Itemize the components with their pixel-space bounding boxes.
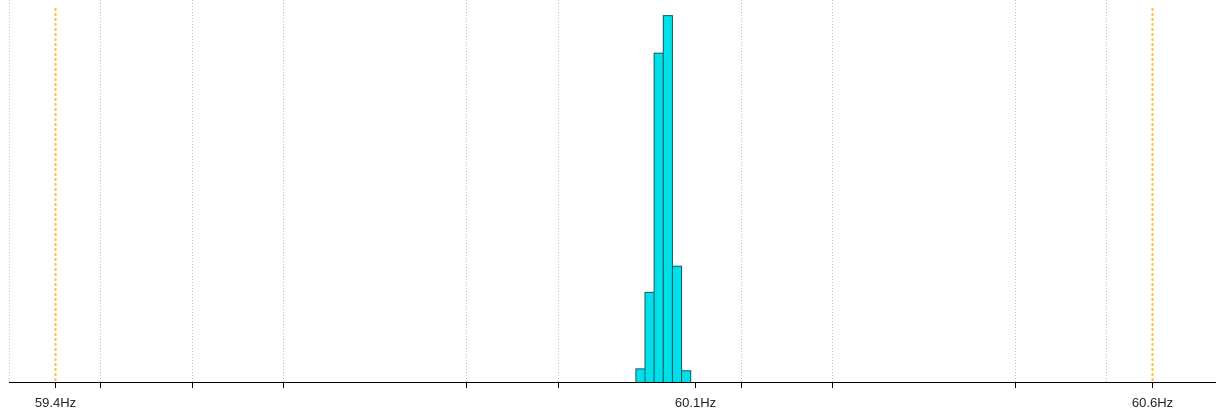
histogram-bar-3 [662,15,673,383]
histogram-bar-1 [644,291,655,383]
histogram-bar-0 [635,368,646,384]
x-axis-tick-labels: 59.4Hz 60.1Hz 60.6Hz [35,395,1173,410]
histogram-bar-2 [653,52,664,383]
histogram-bars-layer [635,15,692,384]
histogram-bar-5 [681,370,692,383]
x-tick-label-0: 59.4Hz [35,395,76,410]
x-tick-label-2: 60.6Hz [1132,395,1173,410]
x-axis [9,382,1216,388]
grid-layer [9,0,1107,382]
histogram-bar-4 [671,265,683,384]
x-tick-label-1: 60.1Hz [675,395,716,410]
limit-lines-layer [54,8,1154,382]
